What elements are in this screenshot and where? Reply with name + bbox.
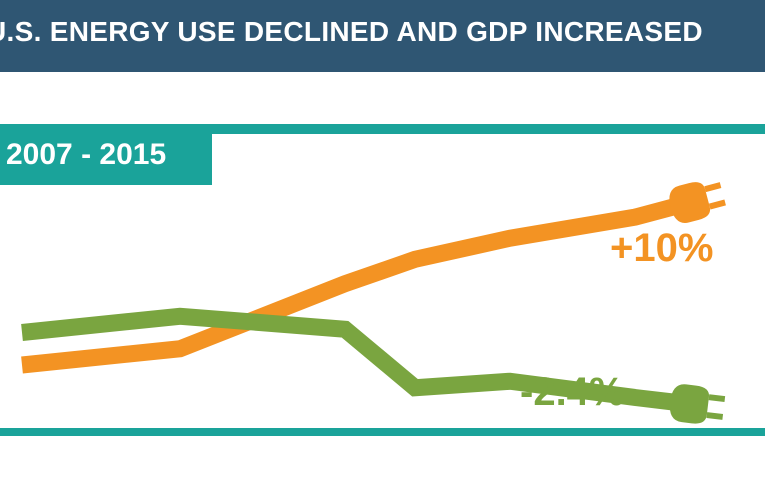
gdp-series-line [21, 194, 693, 374]
gdp-value-label: +10% [610, 226, 714, 270]
energy-plug-icon [669, 384, 726, 424]
panel-border-bottom [0, 428, 765, 436]
period-badge [0, 129, 212, 185]
period-label: 2007 - 2015 [6, 138, 167, 171]
title-bar: U.S. ENERGY USE DECLINED AND GDP INCREAS… [0, 0, 765, 72]
energy-value-label: -2.4% [520, 370, 625, 414]
chart-title: U.S. ENERGY USE DECLINED AND GDP INCREAS… [0, 16, 703, 47]
energy-series-line [21, 307, 691, 413]
panel-border-top [0, 124, 765, 134]
gdp-plug-icon [669, 182, 726, 223]
